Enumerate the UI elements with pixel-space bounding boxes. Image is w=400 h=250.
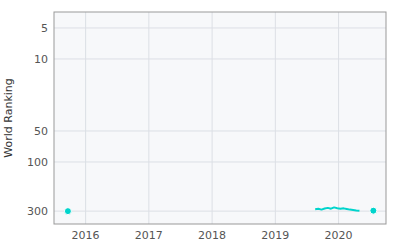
y-axis-label: World Ranking bbox=[2, 78, 15, 158]
y-tick-label: 10 bbox=[34, 53, 48, 66]
y-tick-label: 300 bbox=[27, 205, 48, 218]
chart: 2016 2017 2018 2019 2020 5 10 50 100 300 World Ran… bbox=[0, 0, 400, 250]
marks bbox=[64, 207, 376, 214]
y-tick-label: 100 bbox=[27, 156, 48, 169]
y-grid-line bbox=[54, 161, 386, 162]
y-tick-label: 5 bbox=[41, 22, 48, 35]
chart-container: 2016 2017 2018 2019 2020 5 10 50 100 300 World Ran… bbox=[0, 0, 400, 250]
x-grid-line bbox=[275, 12, 276, 224]
y-grid-line bbox=[54, 211, 386, 212]
page: Chart html, body { margin: 0; padding: 0… bbox=[0, 0, 400, 250]
x-tick-label: 2019 bbox=[261, 229, 289, 242]
y-grid-line bbox=[54, 130, 386, 131]
x-tick-label: 2017 bbox=[135, 229, 163, 242]
page-body: {"chart_data": {"type": "line", "log": "… bbox=[0, 0, 400, 250]
series-marker bbox=[370, 207, 377, 214]
plot-background bbox=[54, 12, 386, 224]
y-grid-line bbox=[54, 27, 386, 28]
series-line bbox=[315, 207, 359, 210]
x-grid-line bbox=[85, 12, 86, 224]
y-grid-line bbox=[54, 58, 386, 59]
series-marker bbox=[64, 208, 71, 215]
axes: 2016 2017 2018 2019 2020 5 10 50 100 300 bbox=[27, 12, 386, 242]
plot-frame bbox=[54, 12, 386, 224]
grid bbox=[54, 12, 386, 224]
x-tick-label: 2020 bbox=[325, 229, 353, 242]
x-tick-label: 2016 bbox=[72, 229, 100, 242]
x-grid-line bbox=[212, 12, 213, 224]
x-grid-line bbox=[338, 12, 339, 224]
x-tick-label: 2018 bbox=[198, 229, 226, 242]
x-grid-line bbox=[148, 12, 149, 224]
y-tick-label: 50 bbox=[34, 125, 48, 138]
